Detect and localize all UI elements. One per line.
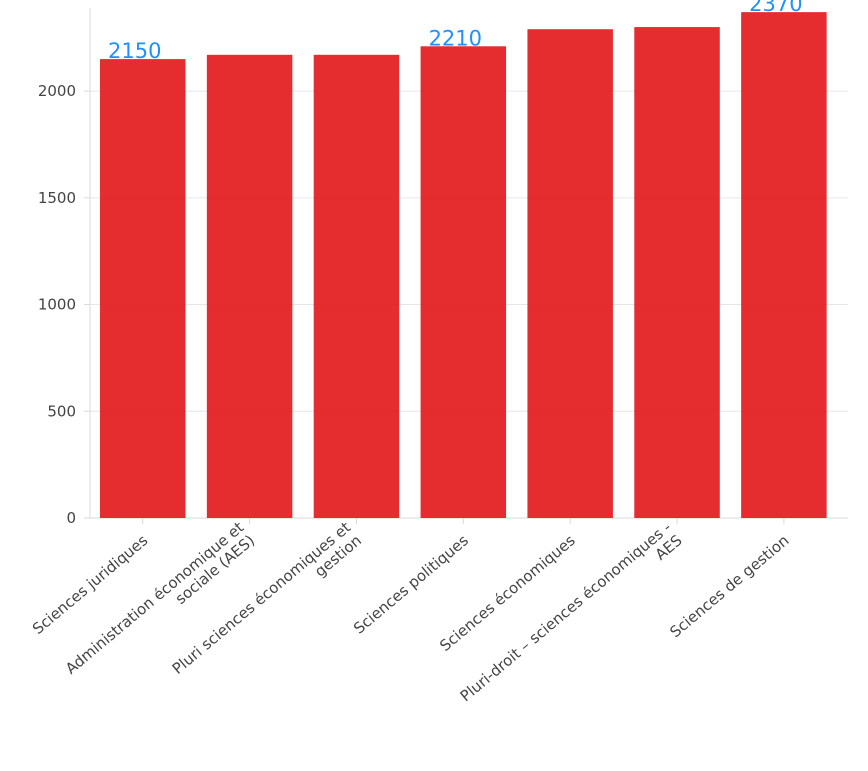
data-label: 2370: [749, 0, 802, 16]
x-tick-label: Administration économique etsociale (AES…: [62, 518, 258, 691]
x-tick-label: Pluri sciences économiques etgestion: [169, 518, 365, 691]
x-tick-label-line: Pluri sciences économiques et: [169, 518, 354, 678]
bar-layer: [100, 12, 827, 519]
bar: [206, 54, 293, 519]
y-tick-label: 500: [47, 402, 76, 420]
y-tick-label: 1000: [38, 296, 76, 314]
x-tick-label-line: Administration économique et: [62, 518, 247, 678]
bar: [420, 46, 507, 519]
bar: [313, 54, 400, 519]
x-tick-label-line: Sciences politiques: [350, 531, 472, 637]
bar: [634, 27, 720, 519]
bar: [527, 29, 613, 519]
x-tick-label: Sciences de gestion: [666, 531, 792, 641]
data-label: 2150: [108, 39, 161, 63]
bar: [741, 12, 827, 518]
x-tick-label: Sciences politiques: [350, 531, 472, 637]
bar: [100, 59, 186, 518]
y-tick-label: 0: [66, 509, 76, 527]
y-tick-label: 2000: [38, 82, 76, 100]
data-label: 2210: [429, 26, 482, 50]
y-tick-label: 1500: [38, 189, 76, 207]
x-tick-label-line: Sciences de gestion: [666, 531, 792, 641]
